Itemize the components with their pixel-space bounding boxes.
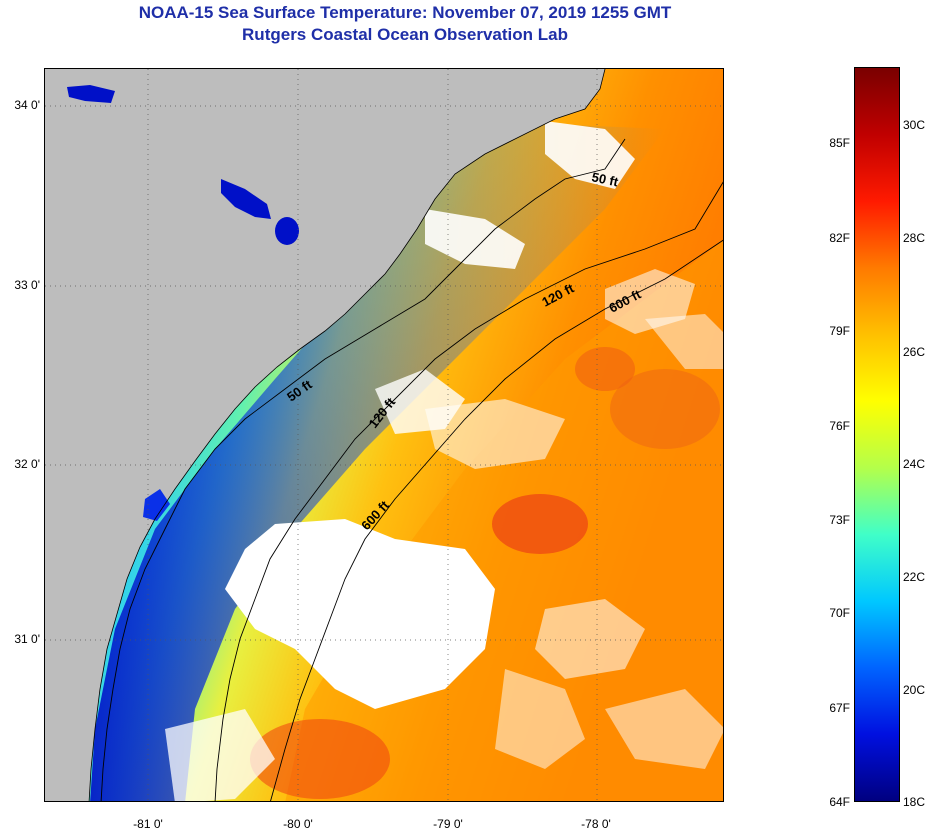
colorbar-label-73f: 73F — [829, 513, 850, 527]
graticule — [45, 69, 723, 801]
map-title: NOAA-15 Sea Surface Temperature: Novembe… — [138, 3, 672, 22]
isobath-label-50-north: 50 ft — [590, 169, 620, 189]
isobath-120ft — [214, 181, 723, 801]
isobath-contours — [100, 138, 723, 801]
inland-lake-1 — [67, 85, 115, 103]
colorbar-label-82f: 82F — [829, 231, 850, 245]
warm-eddy-4 — [575, 347, 635, 391]
warm-eddy-3 — [250, 719, 390, 799]
map-subtitle: Rutgers Coastal Ocean Observation Lab — [242, 25, 568, 44]
lat-label-32: 32 0' — [14, 457, 40, 471]
isobath-600ft — [270, 239, 723, 801]
colorbar-label-67f: 67F — [829, 701, 850, 715]
lat-label-34: 34 0' — [14, 98, 40, 112]
warm-eddy-1 — [492, 494, 588, 554]
colorbar-label-64f: 64F — [829, 795, 850, 809]
colorbar-label-70f: 70F — [829, 606, 850, 620]
colorbar-label-76f: 76F — [829, 419, 850, 433]
sst-map-canvas: 50 ft 120 ft 600 ft 50 ft 120 ft 600 ft — [45, 69, 723, 801]
title-block: NOAA-15 Sea Surface Temperature: Novembe… — [0, 2, 810, 46]
colorbar-label-85f: 85F — [829, 136, 850, 150]
colorbar-label-26c: 26C — [903, 345, 926, 359]
land-mass — [45, 69, 605, 801]
isobath-50ft — [100, 138, 626, 801]
colorbar-label-22c: 22C — [903, 570, 926, 584]
coastline — [88, 69, 606, 801]
lon-label-78: -78 0' — [581, 817, 611, 831]
warm-eddy-2 — [610, 369, 720, 449]
colorbar-label-20c: 20C — [903, 683, 926, 697]
temperature-colorbar — [854, 67, 900, 802]
lon-label-81: -81 0' — [133, 817, 163, 831]
cloud-cover — [165, 121, 723, 801]
colorbar-label-79f: 79F — [829, 324, 850, 338]
sst-map[interactable]: 50 ft 120 ft 600 ft 50 ft 120 ft 600 ft — [44, 68, 724, 802]
inland-lake-2 — [221, 179, 271, 219]
inland-lake-3 — [275, 217, 299, 245]
colorbar-label-28c: 28C — [903, 231, 926, 245]
colorbar-label-18c: 18C — [903, 795, 926, 809]
lat-label-31: 31 0' — [14, 632, 40, 646]
colorbar-label-30c: 30C — [903, 118, 926, 132]
lat-label-33: 33 0' — [14, 278, 40, 292]
colorbar-label-24c: 24C — [903, 457, 926, 471]
coastal-estuary — [143, 489, 170, 521]
lon-label-79: -79 0' — [433, 817, 463, 831]
lon-label-80: -80 0' — [283, 817, 313, 831]
